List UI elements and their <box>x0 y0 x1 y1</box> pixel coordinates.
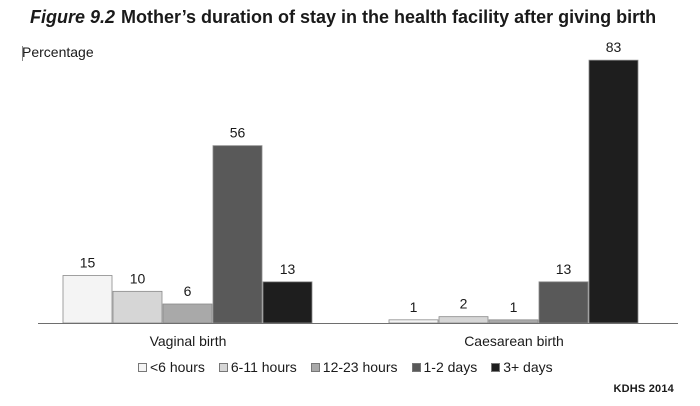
data-label-1-0: 1 <box>410 299 418 315</box>
legend-label-4: 3+ days <box>503 359 553 375</box>
legend-item-2: 12-23 hours <box>310 359 398 375</box>
data-label-1-1: 2 <box>460 296 468 312</box>
figure-number: Figure 9.2 <box>30 7 116 27</box>
legend-swatch-0 <box>138 362 147 372</box>
legend-swatch-1 <box>218 362 228 372</box>
figure-title: Mother’s duration of stay in the health … <box>121 7 657 27</box>
legend: <6 hours 6-11 hours 12-23 hours 1-2 days 3+ … <box>138 359 567 375</box>
legend-item-0: <6 hours <box>138 359 205 375</box>
data-label-1-4: 83 <box>606 39 622 55</box>
data-label-0-2: 6 <box>184 283 192 299</box>
legend-swatch-4 <box>491 362 501 372</box>
data-label-0-4: 13 <box>280 261 296 277</box>
legend-label-2: 12-23 hours <box>322 359 398 375</box>
legend-label-1: 6-11 hours <box>230 359 297 375</box>
data-label-1-3: 13 <box>556 261 572 277</box>
bar-0-3 <box>212 145 263 324</box>
category-label-1: Caesarean birth <box>464 333 564 349</box>
source-note: KDHS 2014 <box>613 383 674 395</box>
bar-1-2 <box>488 319 539 324</box>
bar-1-1 <box>438 316 489 324</box>
bar-0-0 <box>62 275 113 324</box>
bar-1-3 <box>538 281 589 324</box>
data-label-0-3: 56 <box>230 125 246 141</box>
data-label-0-1: 10 <box>130 270 146 286</box>
legend-label-0: <6 hours <box>150 359 205 375</box>
bar-0-2 <box>162 303 213 324</box>
legend-swatch-2 <box>310 362 320 372</box>
legend-item-4: 3+ days <box>491 359 553 375</box>
legend-item-1: 6-11 hours <box>218 359 297 375</box>
legend-item-3: 1-2 days <box>411 359 478 375</box>
bar-0-1 <box>112 290 163 324</box>
category-label-0: Vaginal birth <box>150 333 227 349</box>
data-label-0-0: 15 <box>80 255 96 271</box>
chart-title: Figure 9.2 Mother’s duration of stay in t… <box>30 7 656 28</box>
data-label-1-2: 1 <box>510 299 518 315</box>
y-axis-label: Percentage <box>22 44 94 61</box>
bar-0-4 <box>262 281 313 324</box>
bar-1-0 <box>388 319 439 324</box>
bar-1-4 <box>588 59 639 324</box>
legend-label-3: 1-2 days <box>423 359 478 375</box>
legend-swatch-3 <box>411 362 421 372</box>
